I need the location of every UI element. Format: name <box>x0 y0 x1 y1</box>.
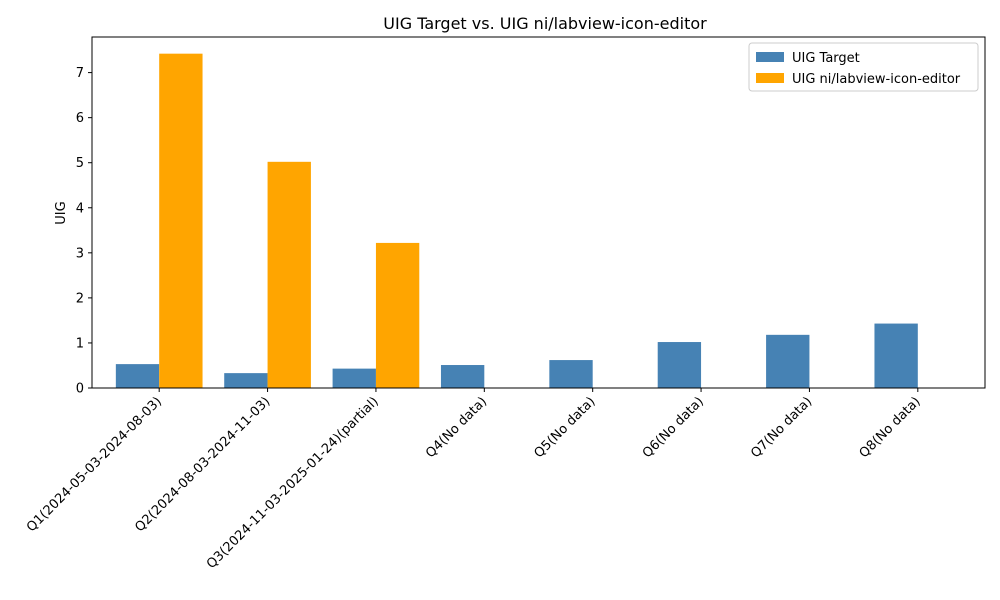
plot-area: 01234567Q1(2024-05-03-2024-08-03)Q2(2024… <box>24 36 986 572</box>
y-tick-label: 7 <box>76 66 84 81</box>
x-tick-label: Q7(No data) <box>748 394 815 461</box>
x-tick-label: Q6(No data) <box>640 394 707 461</box>
bar-uig-repo-q1 <box>159 53 203 388</box>
bar-uig-target-q5 <box>549 360 593 388</box>
x-tick-label: Q3(2024-11-03-2025-01-24)(partial) <box>204 394 382 572</box>
bar-uig-target-q1 <box>115 364 160 388</box>
bar-uig-target-q7 <box>766 334 810 388</box>
y-tick-label: 6 <box>76 111 84 126</box>
bar-uig-target-q6 <box>657 342 702 388</box>
legend-box <box>748 42 979 92</box>
y-tick-label: 0 <box>76 382 84 397</box>
y-axis-label: UIG <box>54 201 69 224</box>
y-tick-label: 2 <box>76 291 84 306</box>
y-tick-label: 4 <box>76 201 84 216</box>
bar-uig-repo-q3 <box>375 242 420 388</box>
bar-uig-target-q2 <box>224 373 268 388</box>
y-tick-label: 3 <box>76 246 84 261</box>
chart-title: UIG Target vs. UIG ni/labview-icon-edito… <box>383 14 707 33</box>
axes-frame <box>91 36 986 389</box>
bar-uig-target-q8 <box>874 323 918 388</box>
legend: UIG Target UIG ni/labview-icon-editor <box>748 42 979 92</box>
bar-uig-target-q4 <box>440 365 485 388</box>
x-tick-label: Q4(No data) <box>423 394 490 461</box>
bar-uig-repo-q2 <box>267 161 311 388</box>
legend-swatch-uig-repo <box>756 73 784 83</box>
x-tick-label: Q5(No data) <box>532 394 599 461</box>
legend-swatch-uig-target <box>756 52 784 62</box>
legend-label-uig-repo: UIG ni/labview-icon-editor <box>792 72 961 87</box>
y-tick-label: 5 <box>76 156 84 171</box>
bar-uig-target-q3 <box>332 368 376 388</box>
y-tick-label: 1 <box>76 336 84 351</box>
legend-label-uig-target: UIG Target <box>792 51 860 66</box>
x-tick-label: Q8(No data) <box>857 394 924 461</box>
